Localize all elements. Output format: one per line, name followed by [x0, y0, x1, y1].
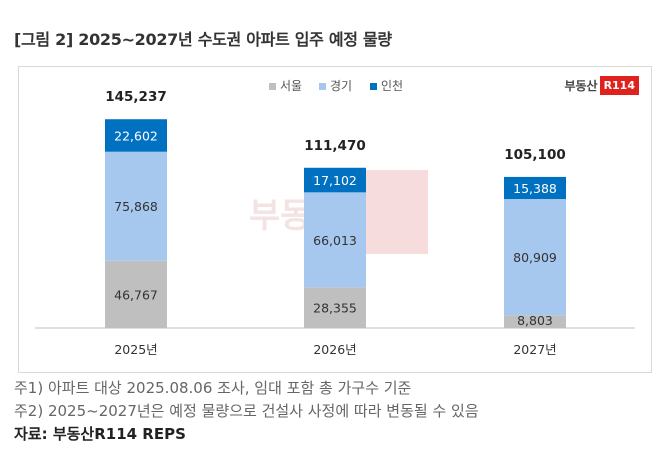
bar-인천-0	[105, 119, 167, 152]
chart-panel: 부동산 서울 경기 인천 46,767 75,868 22,602 145,237 2025년 2…	[18, 66, 652, 373]
watermark-badge	[362, 170, 428, 254]
stacked-bar-chart: 부동산 서울 경기 인천 46,767 75,868 22,602 145,237 2025년 2…	[35, 78, 635, 357]
legend-swatch-0	[269, 83, 276, 90]
x-tick-label-0: 2025년	[114, 342, 157, 357]
bar-인천-2	[504, 176, 566, 200]
logo-text: 부동산	[564, 79, 598, 93]
x-tick-label-2: 2027년	[513, 342, 556, 357]
bar-인천-1	[304, 167, 366, 193]
legend-label-1: 경기	[330, 79, 352, 93]
logo: 부동산 R114	[564, 76, 639, 95]
notes: 주1) 아파트 대상 2025.08.06 조사, 임대 포함 총 가구수 기준…	[14, 377, 479, 446]
figure-title: [그림 2] 2025~2027년 수도권 아파트 입주 예정 물량	[14, 30, 392, 49]
note-2: 주2) 2025~2027년은 예정 물량으로 건설사 사정에 따라 변동될 수…	[14, 402, 479, 420]
data-label-서울-1: 28,355	[313, 301, 357, 316]
legend-swatch-1	[319, 83, 326, 90]
total-label-0: 145,237	[105, 89, 167, 105]
note-1: 주1) 아파트 대상 2025.08.06 조사, 임대 포함 총 가구수 기준	[14, 379, 412, 397]
source-label: 자료: 부동산R114 REPS	[14, 425, 186, 443]
logo-badge: R114	[599, 76, 639, 95]
bar-경기-0	[105, 151, 167, 261]
data-label-경기-2: 80,909	[513, 250, 557, 265]
data-label-인천-1: 17,102	[313, 173, 357, 188]
bar-경기-1	[304, 192, 366, 288]
legend-label-2: 인천	[381, 78, 403, 93]
bar-서울-0	[105, 260, 167, 328]
total-label-1: 111,470	[304, 138, 366, 154]
legend-swatch-2	[370, 83, 377, 90]
x-tick-label-1: 2026년	[313, 342, 356, 357]
total-label-2: 105,100	[504, 147, 566, 163]
data-label-서울-2: 8,803	[517, 313, 553, 328]
data-label-경기-0: 75,868	[114, 199, 158, 214]
data-label-인천-0: 22,602	[114, 128, 158, 143]
data-label-경기-1: 66,013	[313, 233, 357, 248]
data-label-인천-2: 15,388	[513, 181, 557, 196]
legend-label-0: 서울	[280, 79, 302, 93]
data-label-서울-0: 46,767	[114, 287, 158, 302]
bar-서울-2	[504, 315, 566, 328]
bar-서울-1	[304, 287, 366, 328]
bar-경기-2	[504, 199, 566, 316]
